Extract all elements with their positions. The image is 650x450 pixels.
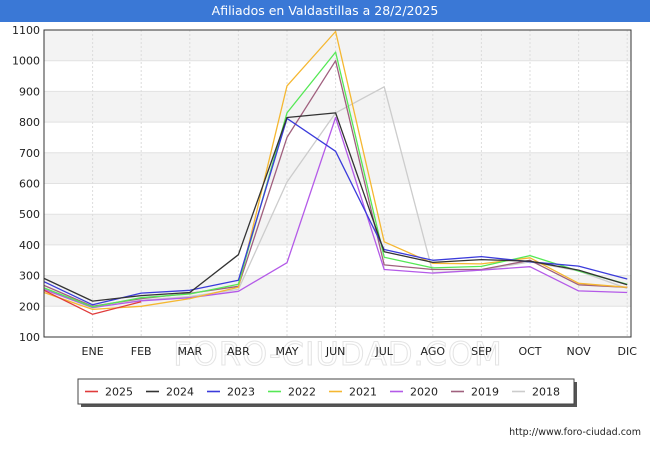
x-tick-label: NOV	[566, 345, 591, 358]
y-tick-label: 1000	[12, 55, 40, 68]
series-line-2021	[43, 30, 628, 311]
legend-box	[77, 378, 575, 405]
x-tick-label: JUL	[374, 345, 393, 358]
series-line-2025	[43, 289, 142, 315]
x-tick-label: MAR	[177, 345, 202, 358]
x-tick-label: SEP	[471, 345, 492, 358]
series-lines	[43, 30, 628, 315]
x-tick-label: DIC	[617, 345, 637, 358]
legend: 2025 2024 2023 2022 2021 2020 2019 2018	[77, 378, 577, 407]
y-tick-label: 1100	[12, 24, 40, 37]
legend-label-2024: 2024	[166, 386, 194, 399]
x-tick-label: MAY	[276, 345, 299, 358]
x-tick-label: OCT	[518, 345, 541, 358]
y-tick-label: 400	[19, 239, 40, 252]
y-tick-label: 700	[19, 147, 40, 160]
plot-band	[44, 214, 631, 245]
x-tick-label: AGO	[421, 345, 446, 358]
x-tick-label: ABR	[227, 345, 250, 358]
y-tick-label: 300	[19, 270, 40, 283]
legend-label-2023: 2023	[227, 386, 255, 399]
x-tick-label: FEB	[131, 345, 152, 358]
legend-label-2025: 2025	[105, 386, 133, 399]
x-axis-ticks: ENE FEB MAR ABR MAY JUN JUL AGO SEP OCT NOV DIC	[82, 345, 638, 358]
chart-title: Afiliados en Valdastillas a 28/2/2025	[0, 0, 650, 22]
plot-bands	[44, 30, 631, 337]
series-line-2020	[43, 116, 628, 309]
y-tick-label: 900	[19, 85, 40, 98]
y-tick-label: 600	[19, 178, 40, 191]
y-tick-label: 200	[19, 300, 40, 313]
series-line-2024	[43, 112, 628, 302]
y-tick-label: 500	[19, 208, 40, 221]
plot-band	[44, 152, 631, 184]
series-line-2019	[43, 60, 628, 307]
legend-label-2018: 2018	[532, 386, 560, 399]
source-url[interactable]: http://www.foro-ciudad.com	[509, 427, 641, 438]
series-line-2022	[43, 51, 628, 308]
y-tick-label: 800	[19, 116, 40, 129]
y-axis-ticks: 100 200 300 400 500 600 700 800 900 1000 1100	[12, 24, 40, 344]
plot-frame	[43, 29, 632, 338]
watermark: FORO-CIUDAD.COM	[173, 335, 503, 373]
x-tick-label: JUN	[325, 345, 346, 358]
legend-label-2019: 2019	[471, 386, 499, 399]
y-tick-label: 100	[19, 331, 40, 344]
legend-label-2022: 2022	[288, 386, 316, 399]
x-tick-label: ENE	[82, 345, 104, 358]
legend-label-2020: 2020	[410, 386, 438, 399]
plot-band	[44, 30, 631, 61]
legend-label-2021: 2021	[349, 386, 377, 399]
